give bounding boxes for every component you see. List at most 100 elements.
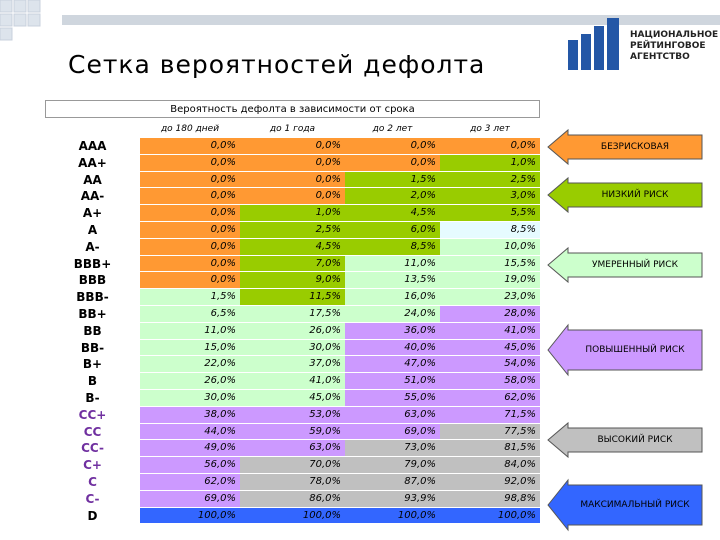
- cell: 16,0%: [345, 289, 440, 306]
- rating: BBB+: [73, 256, 112, 271]
- rating: B+: [82, 357, 103, 372]
- rating: AA+: [78, 155, 107, 170]
- cell: 0,0%: [140, 171, 240, 189]
- logo-line: АГЕНТСТВО: [630, 52, 690, 62]
- column-header: до 3 лет: [470, 124, 510, 134]
- table-caption: Вероятность дефолта в зависимости от сро…: [45, 100, 540, 118]
- cell: 79,0%: [345, 457, 440, 474]
- cell: 51,0%: [345, 373, 440, 390]
- rating: AA-: [80, 189, 105, 204]
- cell: 26,0%: [240, 322, 345, 340]
- cell: 58,0%: [440, 373, 540, 390]
- rating: C+: [83, 458, 102, 473]
- legend-arrow: [547, 246, 703, 284]
- cell: 78,0%: [240, 474, 345, 491]
- cell: 0,0%: [140, 272, 240, 290]
- cell: 0,0%: [240, 154, 345, 172]
- cell: 4,5%: [345, 205, 440, 222]
- cell: 11,5%: [240, 289, 345, 306]
- cell: 4,5%: [240, 238, 345, 256]
- cell: 62,0%: [140, 474, 240, 491]
- legend-arrow: [547, 421, 703, 459]
- rating: C: [88, 475, 97, 489]
- rating: BB-: [80, 340, 105, 355]
- logo-line: НАЦИОНАЛЬНОЕ: [630, 30, 719, 40]
- rating: CC: [83, 424, 102, 439]
- cell: 56,0%: [140, 457, 240, 474]
- cell: 23,0%: [440, 289, 540, 306]
- cell: 49,0%: [140, 440, 240, 458]
- cell: 86,0%: [240, 490, 345, 508]
- cell: 15,0%: [140, 339, 240, 357]
- cell: 26,0%: [140, 373, 240, 390]
- rating: D: [87, 508, 98, 523]
- cell: 24,0%: [345, 306, 440, 323]
- cell: 69,0%: [345, 423, 440, 441]
- cell: 100,0%: [345, 507, 440, 525]
- rating: BBB-: [76, 290, 109, 305]
- cell: 1,5%: [345, 171, 440, 189]
- cell: 41,0%: [240, 373, 345, 390]
- logo-mark: [568, 18, 619, 70]
- cell: 0,0%: [240, 171, 345, 189]
- cell: 73,0%: [345, 440, 440, 458]
- cell: 13,5%: [345, 272, 440, 290]
- column-header: до 2 лет: [372, 124, 413, 134]
- cell: 0,0%: [140, 138, 240, 155]
- title: Сетка вероятностей дефолта: [68, 50, 486, 79]
- cell: 2,5%: [440, 171, 540, 189]
- cell: 15,5%: [440, 255, 540, 273]
- cell: 38,0%: [140, 406, 240, 424]
- cell: 8,5%: [345, 238, 440, 256]
- cell: 92,0%: [440, 474, 540, 491]
- legend-label: ВЫСОКИЙ РИСК: [597, 434, 673, 445]
- cell: 0,0%: [440, 138, 540, 155]
- column-header: до 180 дней: [160, 124, 220, 134]
- logo-text: НАЦИОНАЛЬНОЕ РЕЙТИНГОВОЕ АГЕНТСТВО: [630, 30, 718, 63]
- cell: 45,0%: [240, 390, 345, 407]
- rating: AAA: [78, 139, 107, 153]
- cell: 40,0%: [345, 339, 440, 357]
- cell: 30,0%: [240, 339, 345, 357]
- rating: A+: [82, 206, 103, 221]
- cell: 30,0%: [140, 390, 240, 407]
- cell: 11,0%: [140, 322, 240, 340]
- cell: 87,0%: [345, 474, 440, 491]
- cell: 69,0%: [140, 490, 240, 508]
- column-header: до 1 года: [269, 124, 316, 134]
- cell: 100,0%: [140, 507, 240, 525]
- legend-arrow: [547, 128, 703, 166]
- cell: 9,0%: [240, 272, 345, 290]
- cell: 70,0%: [240, 457, 345, 474]
- cell: 63,0%: [240, 440, 345, 458]
- cell: 93,9%: [345, 490, 440, 508]
- legend-arrow: [547, 478, 703, 532]
- cell: 62,0%: [440, 390, 540, 407]
- cell: 63,0%: [345, 406, 440, 424]
- rating: A: [87, 223, 98, 237]
- cell: 0,0%: [140, 238, 240, 256]
- cell: 41,0%: [440, 322, 540, 340]
- cell: 28,0%: [440, 306, 540, 323]
- legend-label: ПОВЫШЕННЫЙ РИСК: [585, 344, 685, 355]
- legend-arrow: [547, 323, 703, 377]
- rating: BB: [83, 323, 102, 338]
- cell: 17,5%: [240, 306, 345, 323]
- cell: 55,0%: [345, 390, 440, 407]
- cell: 45,0%: [440, 339, 540, 357]
- legend-label: МАКСИМАЛЬНЫЙ РИСК: [580, 499, 690, 510]
- legend-label: БЕЗРИСКОВАЯ: [600, 141, 670, 152]
- cell: 19,0%: [440, 272, 540, 290]
- rating: CC-: [81, 441, 104, 456]
- logo-line: РЕЙТИНГОВОЕ: [630, 41, 706, 51]
- cell: 59,0%: [240, 423, 345, 441]
- cell: 0,0%: [140, 222, 240, 239]
- cell: 98,8%: [440, 490, 540, 508]
- cell: 3,0%: [440, 188, 540, 206]
- cell: 77,5%: [440, 423, 540, 441]
- cell: 0,0%: [140, 188, 240, 206]
- cell: 1,0%: [440, 154, 540, 172]
- rating: C-: [85, 491, 100, 506]
- rating: A-: [85, 239, 100, 254]
